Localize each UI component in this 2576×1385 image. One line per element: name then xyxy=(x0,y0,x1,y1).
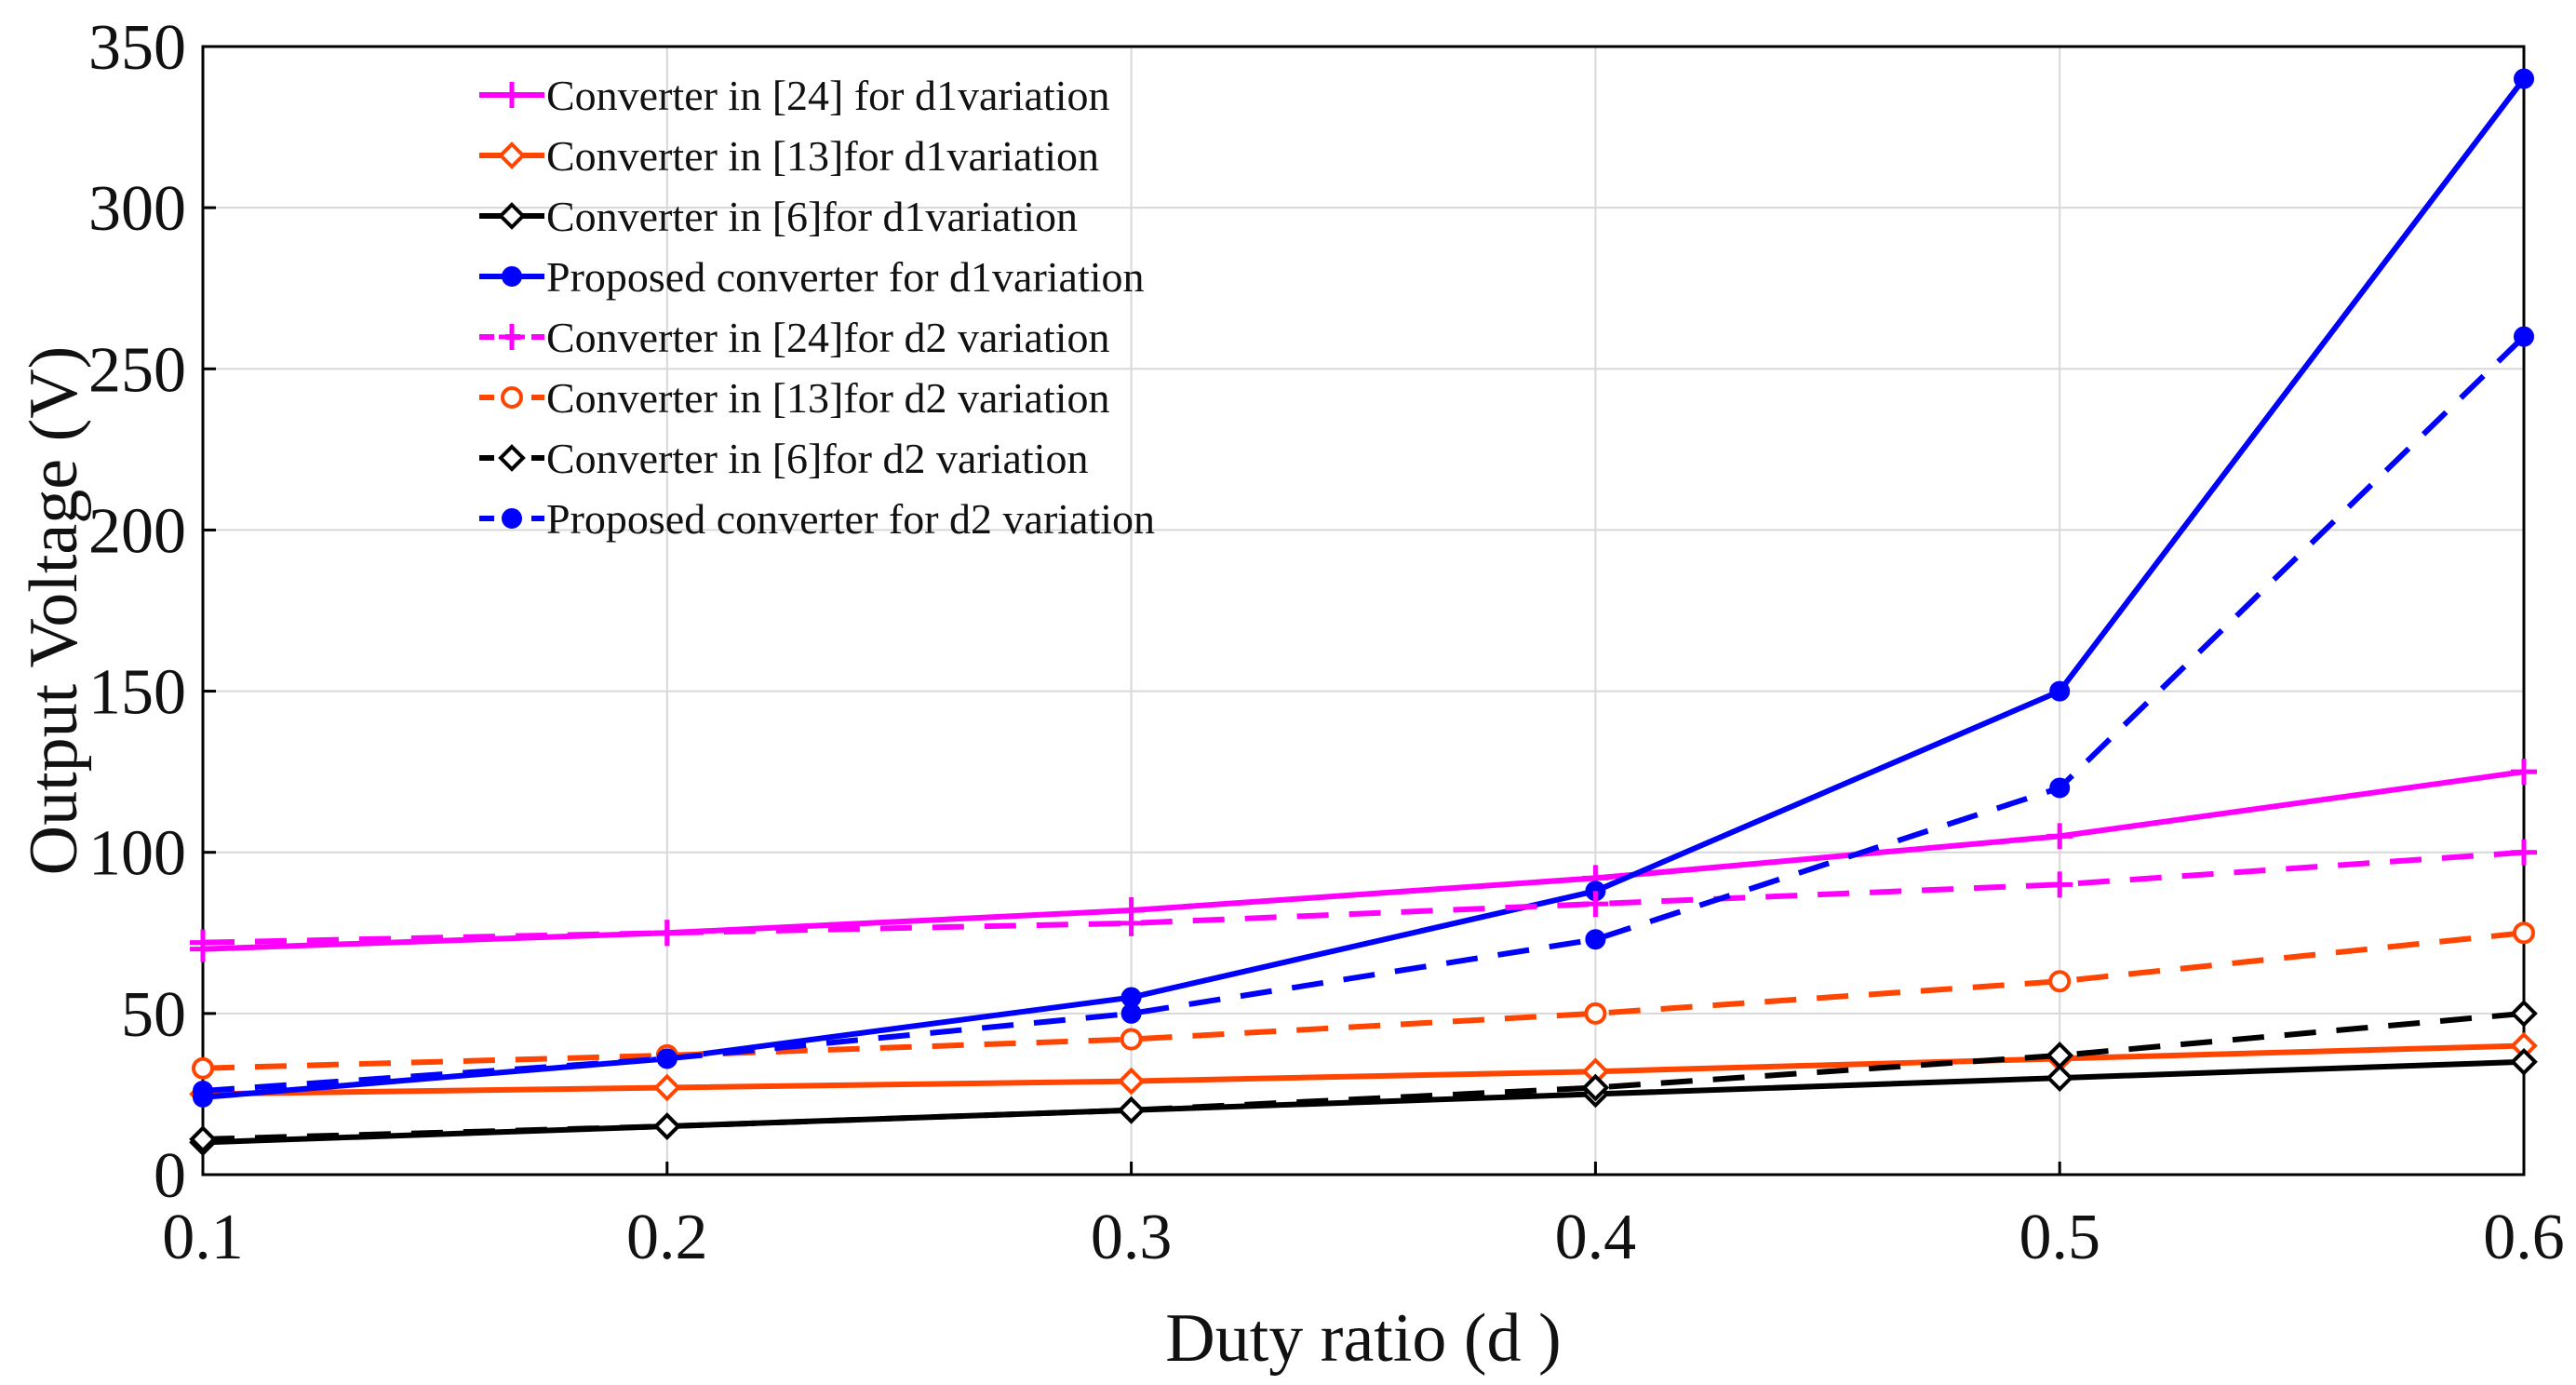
legend-marker xyxy=(502,508,522,529)
data-point xyxy=(192,1056,214,1080)
legend-marker xyxy=(499,324,525,350)
axis-ticks: 0.1 0.2 0.3 0.4 0.5 0.6 0 50 100 150 200 250 300 350 xyxy=(88,12,2565,1273)
y-axis-title: Output Voltage (V) xyxy=(16,346,92,876)
data-point xyxy=(189,1125,217,1153)
data-point xyxy=(2046,1064,2074,1092)
plot-area-frame xyxy=(201,45,2526,1177)
legend-entry: Converter in [6]for d1variation xyxy=(479,193,1078,240)
legend-label: Converter in [6]for d2 variation xyxy=(546,435,1088,482)
y-tick-label: 0 xyxy=(154,1140,186,1212)
data-point xyxy=(2511,759,2537,786)
legend-entry: Converter in [13]for d2 variation xyxy=(479,374,1109,422)
legend-label: Proposed converter for d1variation xyxy=(546,253,1145,301)
y-tick-label: 350 xyxy=(88,12,186,84)
y-tick-label: 300 xyxy=(88,173,186,245)
data-point xyxy=(2046,823,2073,850)
data-point xyxy=(652,1112,681,1140)
data-point xyxy=(1585,929,1606,950)
series-line xyxy=(202,1010,2525,1142)
data-point xyxy=(2514,326,2534,347)
data-point xyxy=(193,1080,213,1101)
data-point xyxy=(652,1073,681,1102)
series-5 xyxy=(190,839,2537,956)
x-tick-label: 0.6 xyxy=(2483,1202,2565,1273)
data-point xyxy=(2514,68,2534,89)
data-point xyxy=(1118,909,1145,936)
x-axis-title: Duty ratio (d ) xyxy=(1165,1300,1561,1377)
y-tick-label: 50 xyxy=(121,979,186,1051)
data-point xyxy=(2049,777,2071,799)
legend-label: Proposed converter for d2 variation xyxy=(546,495,1155,543)
data-point xyxy=(1581,1073,1610,1102)
legend-label: Converter in [24] for d1variation xyxy=(546,72,1109,119)
data-point xyxy=(2046,1042,2074,1069)
legend-entry: Proposed converter for d1variation xyxy=(479,253,1145,301)
legend-label: Converter in [13]for d2 variation xyxy=(546,374,1109,422)
series-line xyxy=(202,1042,2525,1097)
series-line xyxy=(202,334,2527,1094)
legend-label: Converter in [6]for d1variation xyxy=(546,193,1078,240)
legend-entry: Converter in [6]for d2 variation xyxy=(479,435,1088,482)
series-4 xyxy=(193,68,2534,1108)
series-line xyxy=(202,930,2525,1071)
legend-label: Converter in [13]for d1variation xyxy=(546,132,1099,180)
legend-marker xyxy=(501,386,523,409)
legend-marker xyxy=(498,444,526,472)
y-tick-label: 200 xyxy=(88,495,186,567)
series-8 xyxy=(193,326,2534,1101)
data-point xyxy=(2510,1047,2538,1076)
data-point xyxy=(2046,871,2073,898)
data-point xyxy=(1582,891,1609,918)
legend-marker xyxy=(502,266,522,287)
y-tick-label: 250 xyxy=(88,334,186,406)
legend-marker xyxy=(499,82,525,108)
data-point xyxy=(653,920,680,947)
legend-entry: Converter in [24]for d2 variation xyxy=(479,314,1109,361)
x-tick-label: 0.4 xyxy=(1555,1202,1637,1273)
legend-marker xyxy=(498,202,526,230)
x-tick-label: 0.2 xyxy=(626,1202,708,1273)
data-point xyxy=(2513,921,2535,945)
legend-marker xyxy=(498,141,526,169)
series-line xyxy=(202,769,2525,952)
series-7 xyxy=(189,1000,2538,1153)
series-group xyxy=(189,68,2538,1157)
data-point xyxy=(1584,1002,1607,1025)
data-point xyxy=(1120,1002,1142,1024)
data-point xyxy=(190,929,216,956)
legend-entry: Converter in [24] for d1variation xyxy=(479,72,1109,119)
legend: Converter in [24] for d1variation Convert… xyxy=(479,72,1155,543)
data-point xyxy=(2049,680,2071,702)
legend-entry: Converter in [13]for d1variation xyxy=(479,132,1099,180)
data-point xyxy=(2510,1000,2538,1028)
x-tick-label: 0.1 xyxy=(162,1202,244,1273)
x-tick-label: 0.3 xyxy=(1091,1202,1173,1273)
x-tick-label: 0.5 xyxy=(2019,1202,2100,1273)
series-1 xyxy=(190,759,2537,962)
data-point xyxy=(2511,839,2537,866)
y-tick-label: 150 xyxy=(88,657,186,729)
data-point xyxy=(1117,1067,1146,1096)
series-line xyxy=(202,849,2525,946)
legend-entry: Proposed converter for d2 variation xyxy=(479,495,1155,543)
data-point xyxy=(1117,1096,1146,1124)
data-point xyxy=(656,1048,678,1069)
data-point xyxy=(2048,970,2072,993)
y-tick-label: 100 xyxy=(88,818,186,890)
data-point xyxy=(1120,1028,1143,1051)
legend-label: Converter in [24]for d2 variation xyxy=(546,314,1109,361)
